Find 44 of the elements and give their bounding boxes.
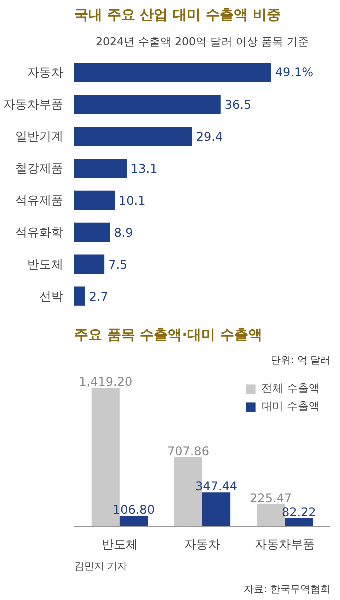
chart-title: 국내 주요 산업 대미 수출액 비중 [74, 8, 281, 24]
legend-label: 대미 수출액 [262, 399, 320, 414]
data-label: 2.7 [89, 290, 108, 304]
x-tick-label: 자동차부품 [255, 538, 316, 552]
data-label: 36.5 [224, 98, 252, 112]
data-label: 1,419.20 [79, 375, 133, 390]
text: 단위: 억 달러 [270, 356, 331, 366]
data-label: 225.47 [250, 492, 292, 506]
y-tick-label: 석유화학 [16, 225, 64, 240]
text: 자료: 한국무역협회 [244, 584, 331, 596]
bar [74, 126, 192, 146]
y-tick-label: 자동차부품 [4, 98, 64, 112]
data-label: 8.9 [114, 226, 134, 240]
x-tick-label: 반도체 [102, 538, 138, 552]
data-label: 29.4 [196, 130, 224, 144]
data-label: 13.1 [131, 162, 158, 176]
data-label: 347.44 [196, 480, 238, 494]
data-label: 49.1% [275, 66, 314, 80]
x-tick-label: 자동차 [184, 538, 220, 552]
chart-subtitle: 2024년 수출액 200억 달러 이상 품목 기준 [96, 36, 309, 48]
y-tick-label: 철강제품 [16, 162, 64, 176]
y-tick-label: 자동차 [28, 66, 64, 80]
bar [285, 518, 314, 526]
bar [74, 190, 116, 210]
bar [74, 158, 128, 178]
bar [74, 286, 86, 306]
bar [120, 516, 148, 526]
bar [74, 63, 272, 82]
bar [202, 492, 231, 526]
data-label: 10.1 [119, 194, 146, 208]
y-tick-label: 일반기계 [16, 130, 64, 144]
text: 김민지 기자 [74, 562, 128, 572]
legend-label: 전체 수출액 [262, 381, 320, 396]
bar [74, 222, 110, 242]
y-tick-label: 석유제품 [16, 193, 64, 208]
data-label: 82.22 [282, 505, 316, 520]
bar [74, 95, 221, 114]
y-tick-label: 선박 [40, 289, 64, 304]
data-label: 7.5 [108, 258, 128, 272]
data-label: 707.86 [167, 444, 210, 458]
data-label: 106.80 [112, 503, 155, 518]
bar [74, 254, 105, 274]
y-tick-label: 반도체 [28, 257, 64, 272]
chart-title: 주요 품목 수출액·대미 수출액 [74, 328, 262, 344]
